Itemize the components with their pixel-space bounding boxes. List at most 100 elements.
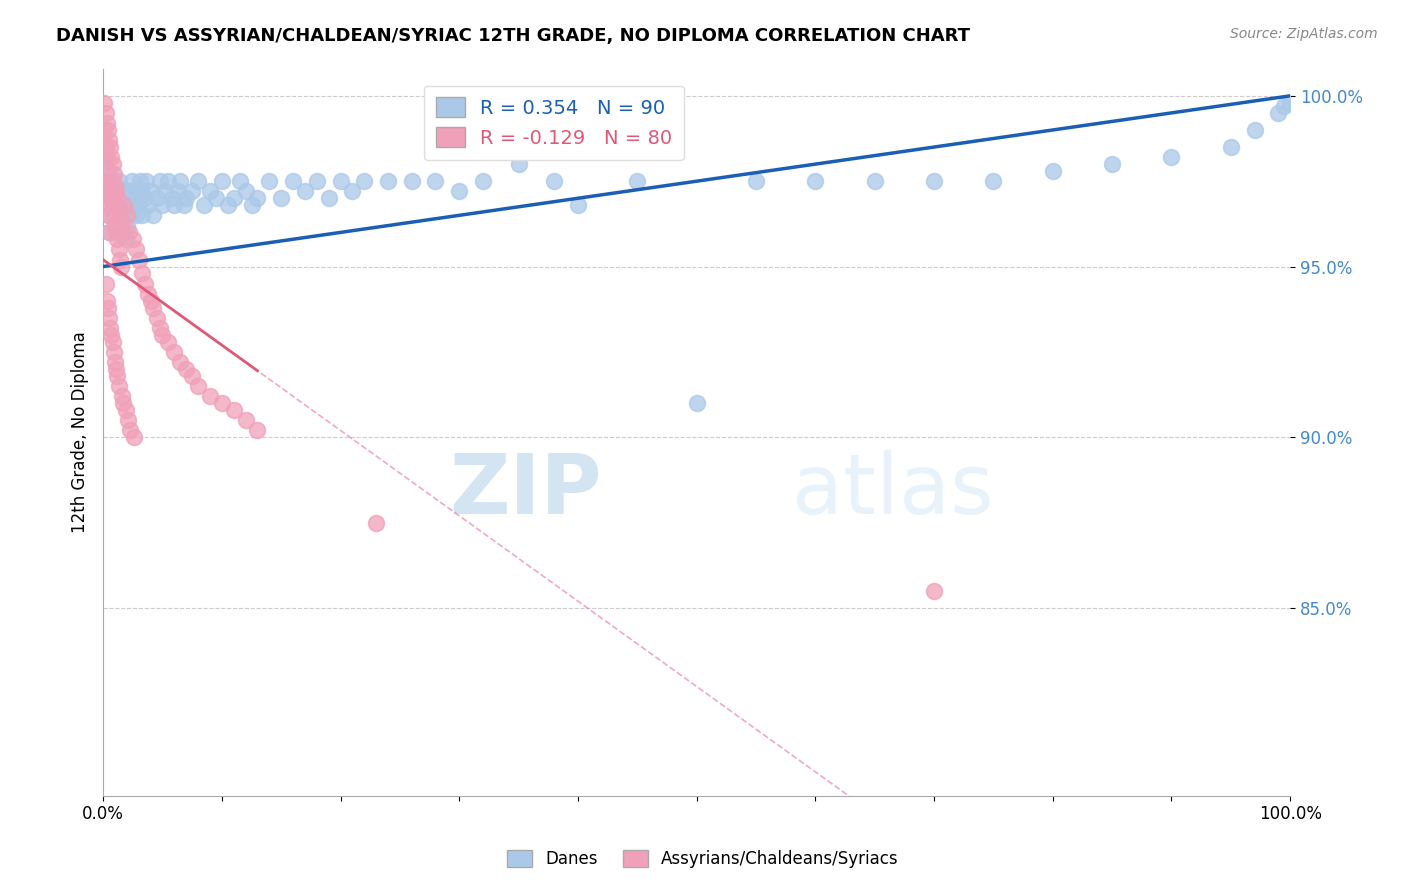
Y-axis label: 12th Grade, No Diploma: 12th Grade, No Diploma: [72, 331, 89, 533]
Point: [1101, 157, 1123, 171]
Point: [96, 293, 118, 308]
Point: [198, 389, 221, 403]
Point: [112, 208, 135, 222]
Point: [160, 191, 183, 205]
Point: [134, 277, 156, 291]
Point: [169, 355, 191, 369]
Point: [198, 185, 221, 199]
Point: [246, 424, 269, 438]
Point: [217, 198, 239, 212]
Legend: R = 0.354   N = 90, R = -0.129   N = 80: R = 0.354 N = 90, R = -0.129 N = 80: [425, 86, 685, 160]
Point: [240, 198, 263, 212]
Point: [124, 185, 146, 199]
Point: [149, 174, 172, 188]
Point: [103, 208, 125, 222]
Point: [118, 185, 141, 199]
Point: [142, 301, 165, 315]
Point: [107, 243, 129, 257]
Point: [626, 174, 648, 188]
Point: [100, 150, 122, 164]
Point: [118, 226, 141, 240]
Point: [139, 185, 162, 199]
Point: [96, 150, 118, 164]
Point: [187, 379, 209, 393]
Point: [131, 266, 153, 280]
Point: [105, 226, 128, 240]
Point: [205, 191, 228, 205]
Point: [110, 222, 132, 236]
Point: [318, 191, 340, 205]
Point: [193, 198, 215, 212]
Point: [94, 185, 117, 199]
Point: [281, 174, 304, 188]
Point: [1272, 99, 1295, 113]
Point: [98, 174, 121, 188]
Point: [181, 368, 204, 383]
Point: [125, 208, 148, 222]
Point: [103, 345, 125, 359]
Point: [105, 191, 128, 205]
Point: [804, 174, 827, 188]
Point: [983, 174, 1005, 188]
Point: [449, 185, 471, 199]
Point: [136, 286, 159, 301]
Point: [98, 310, 121, 325]
Point: [120, 208, 142, 222]
Point: [508, 157, 530, 171]
Point: [353, 174, 375, 188]
Point: [121, 191, 143, 205]
Point: [104, 355, 127, 369]
Point: [97, 208, 120, 222]
Point: [922, 174, 945, 188]
Point: [98, 185, 121, 199]
Point: [117, 413, 139, 427]
Point: [98, 226, 121, 240]
Point: [98, 321, 121, 335]
Point: [104, 198, 127, 212]
Point: [96, 116, 118, 130]
Point: [366, 516, 388, 530]
Point: [136, 198, 159, 212]
Point: [98, 140, 121, 154]
Point: [145, 310, 167, 325]
Point: [228, 174, 250, 188]
Point: [105, 368, 128, 383]
Point: [342, 185, 364, 199]
Point: [110, 198, 132, 212]
Point: [122, 430, 145, 444]
Point: [222, 191, 245, 205]
Point: [163, 198, 186, 212]
Point: [127, 191, 149, 205]
Point: [246, 191, 269, 205]
Point: [114, 403, 136, 417]
Point: [863, 174, 886, 188]
Point: [163, 345, 186, 359]
Point: [235, 185, 257, 199]
Point: [211, 396, 233, 410]
Point: [1267, 106, 1289, 120]
Point: [94, 174, 117, 188]
Point: [108, 211, 131, 226]
Point: [222, 403, 245, 417]
Point: [745, 174, 768, 188]
Point: [543, 174, 565, 188]
Point: [122, 198, 145, 212]
Point: [167, 185, 190, 199]
Point: [98, 133, 121, 147]
Point: [97, 123, 120, 137]
Point: [94, 277, 117, 291]
Point: [1219, 140, 1241, 154]
Point: [114, 232, 136, 246]
Point: [235, 413, 257, 427]
Point: [129, 185, 152, 199]
Point: [121, 174, 143, 188]
Point: [181, 185, 204, 199]
Point: [101, 198, 124, 212]
Point: [145, 191, 167, 205]
Point: [472, 174, 495, 188]
Point: [1042, 164, 1064, 178]
Point: [294, 185, 316, 199]
Point: [128, 252, 150, 267]
Point: [108, 208, 131, 222]
Point: [117, 198, 139, 212]
